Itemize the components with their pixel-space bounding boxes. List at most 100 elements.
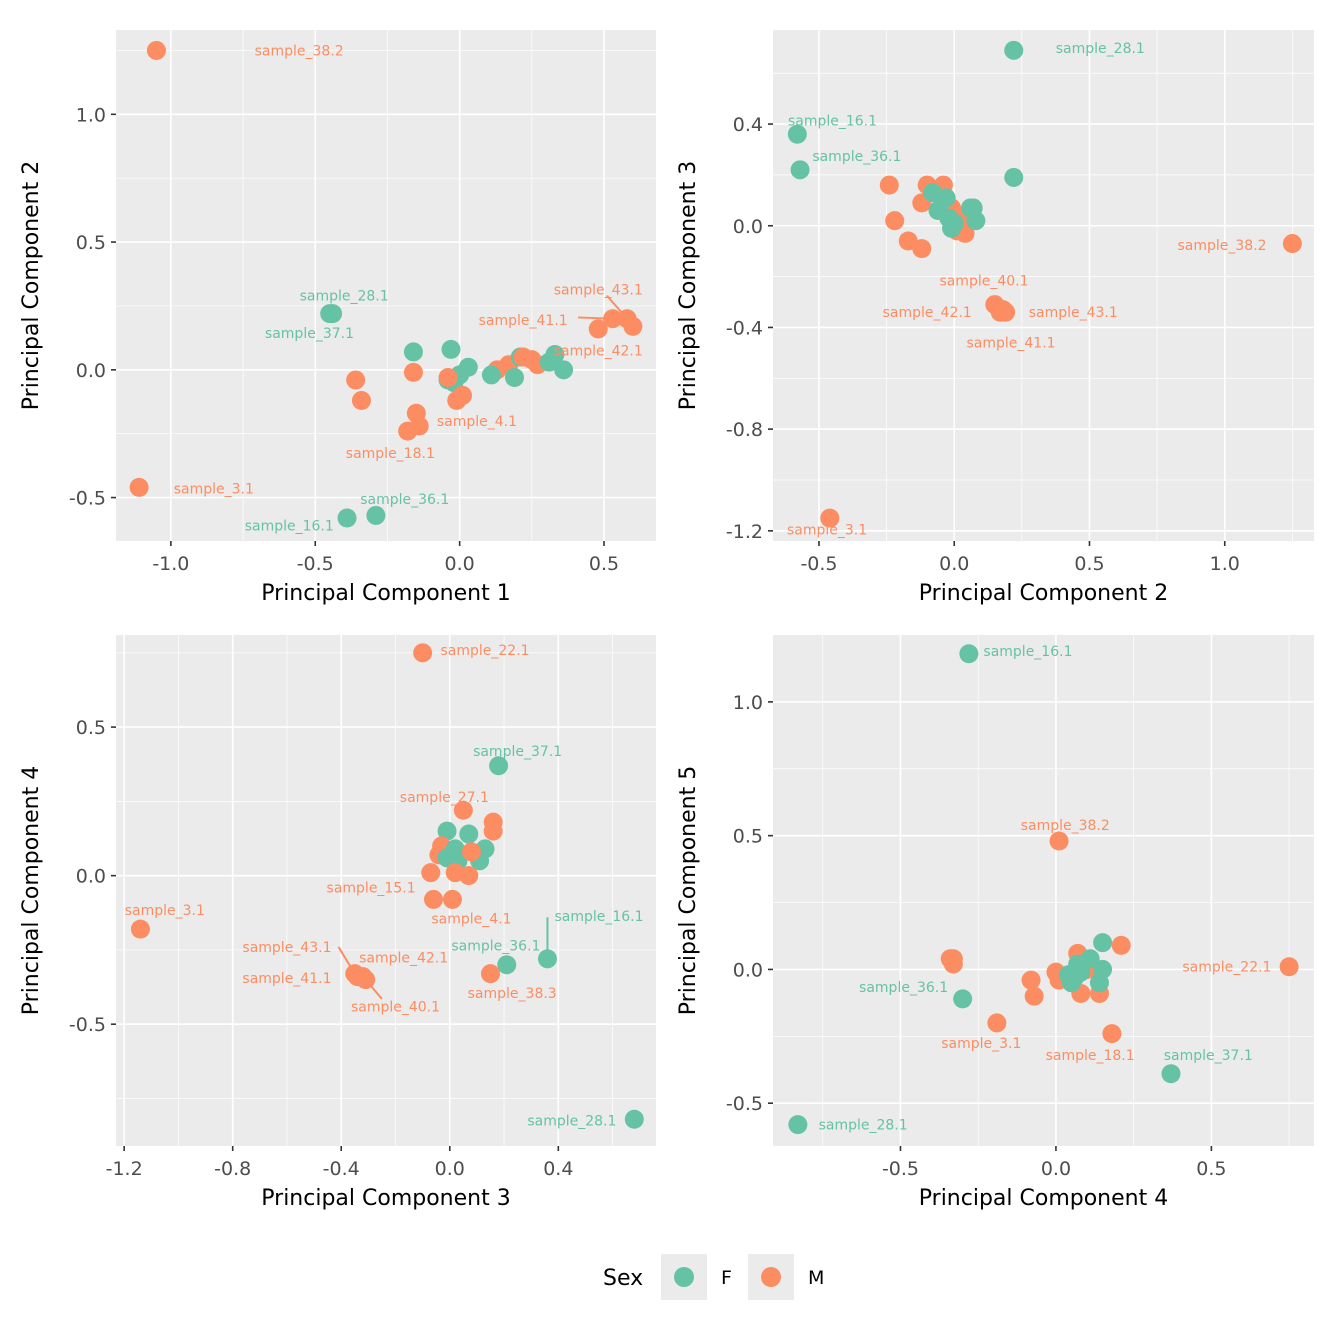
x-tick-label: 0.0 xyxy=(445,553,475,575)
data-point-f xyxy=(458,357,478,377)
data-point-m xyxy=(879,175,899,195)
data-point-f xyxy=(545,344,565,364)
point-label: sample_41.1 xyxy=(479,313,568,329)
data-point-m xyxy=(421,863,441,883)
x-tick-label: 1.0 xyxy=(1210,553,1240,575)
data-point-m xyxy=(129,477,149,497)
point-label: sample_22.1 xyxy=(441,643,530,659)
y-tick-label: 0.5 xyxy=(76,232,106,254)
y-tick-label: 0.0 xyxy=(733,959,763,981)
x-tick-label: 0.5 xyxy=(589,553,619,575)
y-tick-label: 0.0 xyxy=(76,360,106,382)
x-tick-label: -0.8 xyxy=(214,1158,251,1180)
data-point-m xyxy=(1279,957,1299,977)
data-point-m xyxy=(885,211,905,231)
panel-background xyxy=(773,635,1314,1146)
data-point-m xyxy=(1024,986,1044,1006)
data-point-m xyxy=(423,889,443,909)
panel-background xyxy=(773,30,1314,541)
data-point-m xyxy=(346,370,366,390)
point-label: sample_16.1 xyxy=(554,909,643,925)
data-point-m xyxy=(912,239,932,259)
point-label: sample_18.1 xyxy=(346,446,435,462)
x-tick-label: 0.0 xyxy=(1041,1158,1071,1180)
point-label: sample_43.1 xyxy=(242,940,331,956)
y-tick-label: 1.0 xyxy=(733,692,763,714)
data-point-f xyxy=(441,339,461,359)
data-point-m xyxy=(1021,970,1041,990)
x-tick-label: -0.5 xyxy=(297,553,334,575)
legend-key-m-dot xyxy=(761,1267,781,1287)
x-tick-label: 0.0 xyxy=(939,553,969,575)
point-label: sample_40.1 xyxy=(939,273,1028,289)
data-point-f xyxy=(403,342,423,362)
x-tick-label: -0.5 xyxy=(882,1158,919,1180)
data-point-f xyxy=(537,949,557,969)
point-label: sample_28.1 xyxy=(527,1114,616,1130)
data-point-m xyxy=(987,1013,1007,1033)
data-point-m xyxy=(603,309,623,329)
data-point-m xyxy=(943,954,963,974)
point-label: sample_41.1 xyxy=(967,336,1056,352)
y-axis-title: Principal Component 4 xyxy=(19,766,44,1015)
data-point-f xyxy=(323,304,343,324)
data-point-m xyxy=(409,416,429,436)
data-point-f xyxy=(481,365,501,385)
y-tick-label: 0.5 xyxy=(76,717,106,739)
x-tick-label: -1.2 xyxy=(106,1158,143,1180)
point-label: sample_40.1 xyxy=(351,999,440,1015)
y-tick-label: -1.2 xyxy=(726,521,763,543)
data-point-m xyxy=(413,643,433,663)
data-point-f xyxy=(1161,1064,1181,1084)
data-point-m xyxy=(130,919,150,939)
data-point-f xyxy=(1061,973,1081,993)
legend: Sex F M xyxy=(603,1254,824,1300)
data-point-f xyxy=(337,508,357,528)
data-point-m xyxy=(447,390,467,410)
x-tick-label: 0.5 xyxy=(1074,553,1104,575)
data-point-f xyxy=(1004,167,1024,187)
panel-2: -0.5 0.0 0.5 1.0 -1.2 -0.8 -0.4 0.0 0.4 Principal… xyxy=(676,30,1314,606)
data-point-f xyxy=(966,211,986,231)
data-point-m xyxy=(820,508,840,528)
data-point-f xyxy=(1093,933,1113,953)
y-tick-label: 0.0 xyxy=(733,216,763,238)
data-point-f xyxy=(944,213,964,233)
point-label: sample_36.1 xyxy=(812,149,901,165)
data-point-f xyxy=(790,160,810,180)
point-label: sample_22.1 xyxy=(1182,960,1271,976)
point-label: sample_38.2 xyxy=(255,43,344,59)
data-point-m xyxy=(403,362,423,382)
data-point-m xyxy=(461,842,481,862)
points-layer: sample_28.1 sample_16.1 sample_36.1 sample_… xyxy=(787,41,1302,539)
point-label: sample_37.1 xyxy=(473,744,562,760)
data-point-f xyxy=(505,367,525,387)
data-point-m xyxy=(483,821,503,841)
data-point-f xyxy=(554,360,574,380)
point-label: sample_38.2 xyxy=(1177,238,1266,254)
point-label: sample_36.1 xyxy=(859,980,948,996)
point-label: sample_16.1 xyxy=(245,519,334,535)
data-point-m xyxy=(351,390,371,410)
data-point-m xyxy=(356,970,376,990)
panel-background xyxy=(116,635,656,1146)
data-point-m xyxy=(459,866,479,886)
point-label: sample_27.1 xyxy=(400,790,489,806)
x-tick-label: 0.0 xyxy=(435,1158,465,1180)
point-label: sample_3.1 xyxy=(787,523,867,539)
legend-label-m: M xyxy=(808,1267,824,1289)
data-point-f xyxy=(1004,40,1024,60)
points-layer: sample_22.1 sample_37.1 sample_27.1 sample_… xyxy=(125,643,644,1130)
data-point-m xyxy=(480,964,500,984)
legend-title: Sex xyxy=(603,1266,643,1291)
y-tick-label: -0.5 xyxy=(69,488,106,510)
data-point-m xyxy=(588,319,608,339)
x-tick-label: -1.0 xyxy=(152,553,189,575)
y-tick-label: 0.4 xyxy=(733,114,763,136)
points-layer: sample_16.1 sample_38.2 sample_22.1 sample_… xyxy=(788,644,1299,1135)
y-axis-title: Principal Component 5 xyxy=(676,766,701,1015)
point-label: sample_37.1 xyxy=(265,326,354,342)
y-tick-label: 0.5 xyxy=(733,826,763,848)
x-tick-label: -0.4 xyxy=(323,1158,360,1180)
